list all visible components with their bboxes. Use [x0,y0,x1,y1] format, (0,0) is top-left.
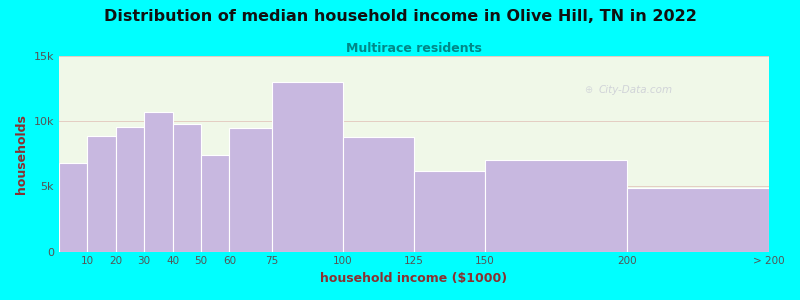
Bar [272,82,343,252]
Bar [59,163,87,252]
Bar [173,124,201,252]
Bar [144,112,173,252]
Bar [201,155,230,252]
Bar [414,171,485,252]
X-axis label: household income ($1000): household income ($1000) [321,272,508,285]
Title: Multirace residents: Multirace residents [346,42,482,55]
Text: ⊕: ⊕ [585,85,593,95]
Bar [343,137,414,252]
Bar [87,136,116,252]
Bar [485,160,627,252]
Bar [627,188,769,252]
Bar [116,127,144,252]
Text: City-Data.com: City-Data.com [598,85,673,95]
Bar [230,128,272,252]
Y-axis label: households: households [15,114,28,194]
Text: Distribution of median household income in Olive Hill, TN in 2022: Distribution of median household income … [103,9,697,24]
